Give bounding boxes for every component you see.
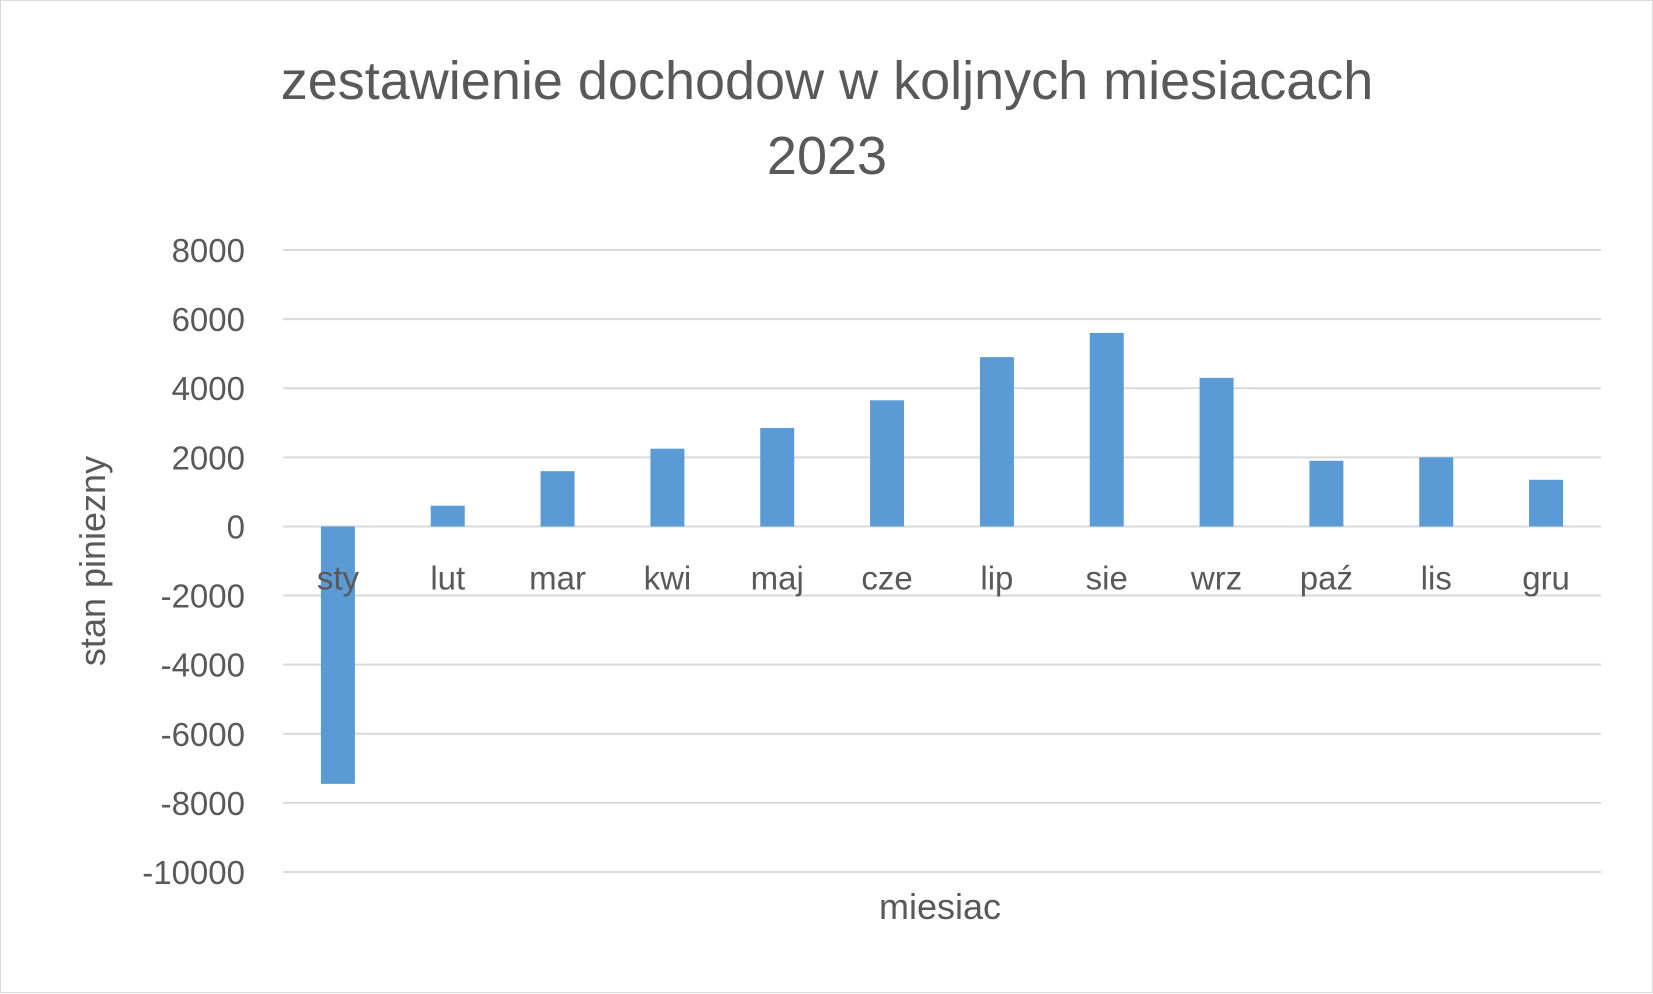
y-tick-label: 4000 <box>172 370 245 407</box>
y-tick-label: 6000 <box>172 301 245 338</box>
bar-wrz <box>1199 377 1234 527</box>
y-tick-label: -8000 <box>161 785 245 822</box>
x-tick-label: lis <box>1421 559 1452 596</box>
bar-mar <box>540 471 575 527</box>
y-tick-label: 8000 <box>172 232 245 269</box>
x-tick-label: cze <box>861 559 912 596</box>
y-tick-label: 2000 <box>172 439 245 476</box>
x-tick-label: wrz <box>1190 559 1242 596</box>
y-tick-label: 0 <box>227 508 245 545</box>
bar-gru <box>1529 479 1564 527</box>
y-axis-label: stan piniezny <box>72 456 113 666</box>
y-tick-label: -4000 <box>161 647 245 684</box>
x-tick-label: kwi <box>644 559 692 596</box>
bar-cze <box>870 400 905 527</box>
bar-maj <box>760 427 795 527</box>
y-tick-label: -2000 <box>161 578 245 615</box>
x-tick-label: paź <box>1300 559 1353 596</box>
bar-lip <box>979 357 1014 527</box>
y-tick-label: -10000 <box>142 854 245 891</box>
bar-sie <box>1089 332 1124 527</box>
bar-sty <box>320 526 355 784</box>
y-tick-label: -6000 <box>161 716 245 753</box>
bar-kwi <box>650 448 685 527</box>
chart-title-line-1: zestawienie dochodow w koljnych miesiaca… <box>281 51 1374 111</box>
x-tick-label: sie <box>1086 559 1128 596</box>
x-tick-label: gru <box>1522 559 1570 596</box>
x-tick-label: lut <box>430 559 465 596</box>
x-axis-ticks: sty lut mar kwi maj cze lip sie wrz paź lis gru <box>317 559 1570 596</box>
chart-title-line-2: 2023 <box>767 126 887 186</box>
gridlines <box>283 249 1601 873</box>
x-tick-label: lip <box>980 559 1013 596</box>
x-tick-label: maj <box>751 559 804 596</box>
bars <box>320 332 1564 784</box>
x-tick-label: sty <box>317 559 360 596</box>
x-axis-label: miesiac <box>879 886 1001 927</box>
y-axis-ticks: 8000 6000 4000 2000 0 -2000 -4000 -6000 -8000 -10… <box>142 232 245 891</box>
bar-lis <box>1419 457 1454 527</box>
x-tick-label: mar <box>529 559 586 596</box>
bar-lut <box>430 505 465 527</box>
bar-paź <box>1309 460 1344 527</box>
